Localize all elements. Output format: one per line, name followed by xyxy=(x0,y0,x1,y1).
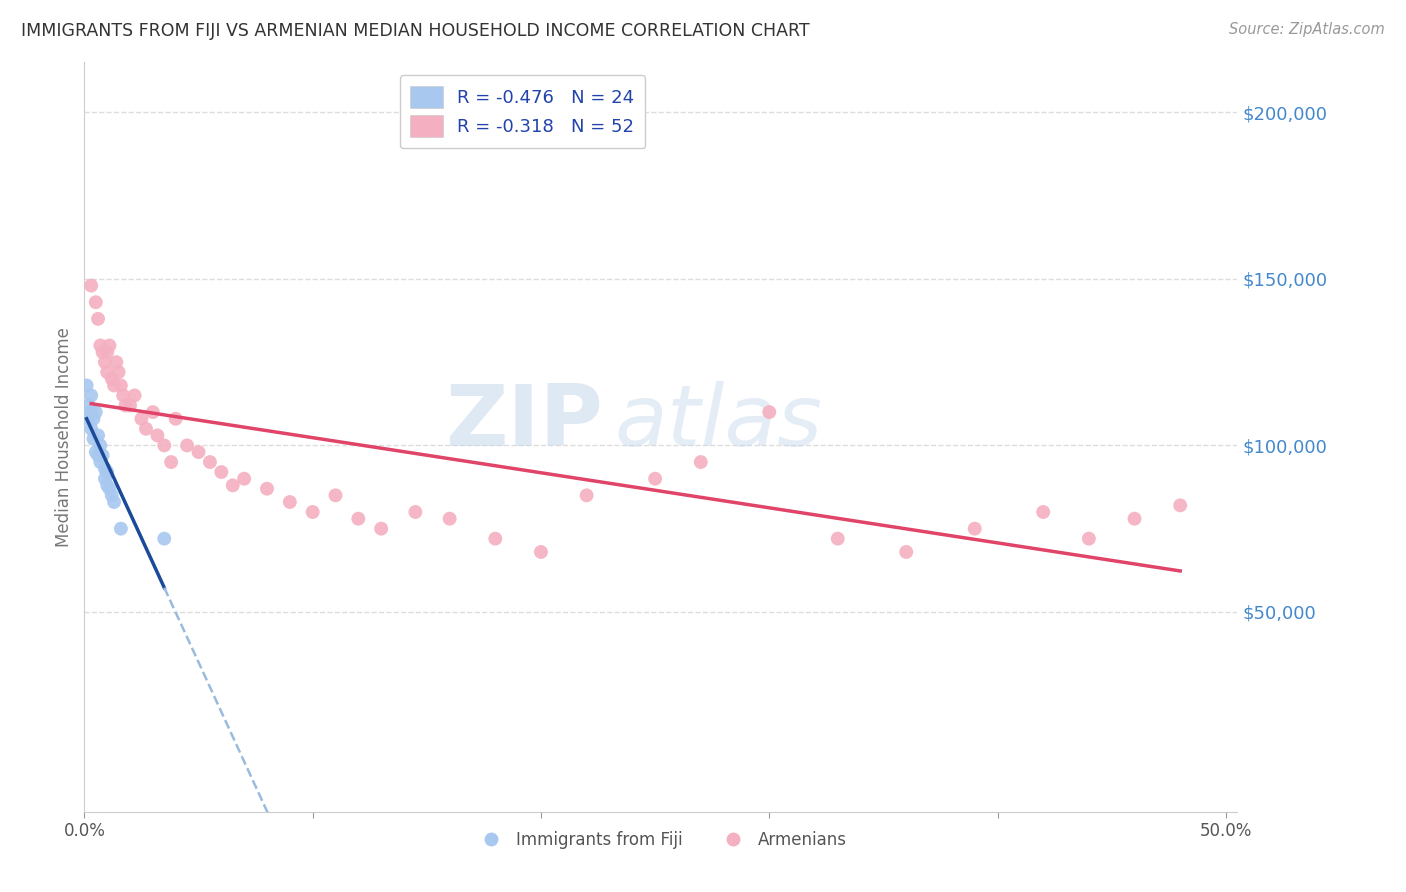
Point xyxy=(325,488,347,502)
Point xyxy=(103,495,125,509)
Point xyxy=(135,422,157,436)
Point xyxy=(98,482,121,496)
Point xyxy=(301,505,323,519)
Point xyxy=(176,438,198,452)
Point xyxy=(222,478,245,492)
Point xyxy=(76,378,98,392)
Point xyxy=(1077,532,1099,546)
Point xyxy=(153,438,176,452)
Point xyxy=(96,478,118,492)
Point xyxy=(89,338,111,352)
Point xyxy=(644,472,666,486)
Point xyxy=(98,338,121,352)
Point xyxy=(758,405,780,419)
Point xyxy=(110,378,132,392)
Point xyxy=(131,411,153,425)
Point xyxy=(198,455,221,469)
Point xyxy=(94,461,117,475)
Point xyxy=(89,455,111,469)
Point xyxy=(96,345,118,359)
Point xyxy=(114,399,136,413)
Point xyxy=(112,388,135,402)
Point xyxy=(110,522,132,536)
Point xyxy=(142,405,165,419)
Point xyxy=(96,465,118,479)
Point xyxy=(233,472,256,486)
Point xyxy=(89,438,111,452)
Point xyxy=(77,411,100,425)
Point xyxy=(91,345,114,359)
Point xyxy=(256,482,278,496)
Point xyxy=(530,545,553,559)
Point xyxy=(484,532,506,546)
Text: ZIP: ZIP xyxy=(446,381,603,464)
Point xyxy=(439,511,461,525)
Point xyxy=(896,545,918,559)
Point xyxy=(80,422,103,436)
Point xyxy=(100,372,122,386)
Point xyxy=(80,405,103,419)
Point xyxy=(80,388,103,402)
Point xyxy=(1032,505,1054,519)
Point xyxy=(94,472,117,486)
Point xyxy=(87,449,110,463)
Point xyxy=(87,428,110,442)
Point xyxy=(80,278,103,293)
Point xyxy=(107,365,129,379)
Text: IMMIGRANTS FROM FIJI VS ARMENIAN MEDIAN HOUSEHOLD INCOME CORRELATION CHART: IMMIGRANTS FROM FIJI VS ARMENIAN MEDIAN … xyxy=(21,22,810,40)
Point xyxy=(370,522,392,536)
Point xyxy=(84,295,107,310)
Point xyxy=(103,378,125,392)
Point xyxy=(77,399,100,413)
Point xyxy=(118,399,141,413)
Point xyxy=(187,445,209,459)
Point xyxy=(91,449,114,463)
Point xyxy=(575,488,598,502)
Point xyxy=(87,311,110,326)
Point xyxy=(100,488,122,502)
Text: Source: ZipAtlas.com: Source: ZipAtlas.com xyxy=(1229,22,1385,37)
Point xyxy=(94,355,117,369)
Point xyxy=(347,511,370,525)
Point xyxy=(1168,499,1191,513)
Point xyxy=(124,388,146,402)
Y-axis label: Median Household Income: Median Household Income xyxy=(55,327,73,547)
Point xyxy=(827,532,849,546)
Point xyxy=(105,355,128,369)
Point xyxy=(82,411,104,425)
Point xyxy=(153,532,176,546)
Point xyxy=(165,411,187,425)
Point xyxy=(160,455,183,469)
Point xyxy=(146,428,169,442)
Legend: Immigrants from Fiji, Armenians: Immigrants from Fiji, Armenians xyxy=(468,824,853,855)
Point xyxy=(84,445,107,459)
Point xyxy=(1123,511,1146,525)
Point xyxy=(404,505,426,519)
Point xyxy=(278,495,301,509)
Point xyxy=(96,365,118,379)
Point xyxy=(689,455,711,469)
Point xyxy=(84,405,107,419)
Point xyxy=(82,432,104,446)
Text: atlas: atlas xyxy=(614,381,823,464)
Point xyxy=(963,522,986,536)
Point xyxy=(209,465,232,479)
